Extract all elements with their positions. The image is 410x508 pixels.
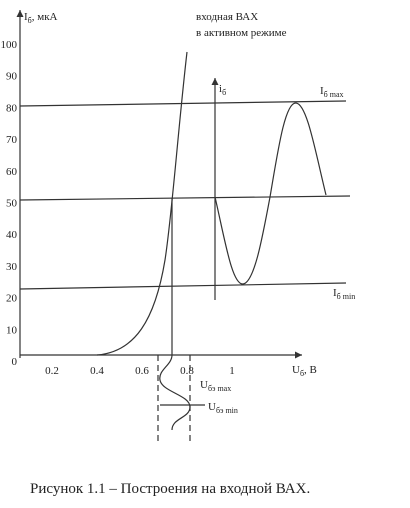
- x-tick-label: 1: [229, 365, 235, 377]
- y-tick-label: 80: [6, 102, 18, 114]
- y-tick-label: 0: [12, 356, 18, 368]
- level-min: [19, 282, 347, 290]
- x-tick-label: 0.8: [180, 365, 194, 377]
- x-tick-label: 0.2: [45, 365, 59, 377]
- y-tick-label: 50: [6, 198, 18, 210]
- voltage-wave: [159, 354, 191, 431]
- level-min-label: Iб min: [333, 287, 355, 301]
- caption: Рисунок 1.1 – Построения на входной ВАХ.: [30, 481, 310, 497]
- y-tick-label: 90: [6, 71, 18, 83]
- x-tick-label: 0.4: [90, 365, 104, 377]
- y-tick-label: 100: [1, 39, 18, 51]
- vax-curve: [96, 51, 188, 356]
- y-axis-label: Iб, мкА: [24, 11, 58, 25]
- y-tick-label: 60: [6, 166, 18, 178]
- level-max-label: Iб max: [320, 85, 344, 99]
- level-mid: [19, 195, 351, 201]
- annotation-line2: в активном режиме: [196, 27, 287, 39]
- current-axis-label: iб: [219, 83, 226, 97]
- voltage-max-label: Uбэ max: [200, 379, 231, 393]
- voltage-min-label: Uбэ min: [208, 401, 238, 415]
- current-wave: [214, 102, 327, 285]
- x-tick-label: 0.6: [135, 365, 149, 377]
- y-tick-label: 70: [6, 134, 18, 146]
- y-tick-label: 30: [6, 261, 18, 273]
- x-axis-label: Uб, В: [292, 364, 317, 378]
- annotation-line1: входная ВАХ: [196, 11, 258, 23]
- level-max: [19, 100, 347, 107]
- y-tick-label: 20: [6, 293, 18, 305]
- y-tick-label: 10: [6, 324, 18, 336]
- y-tick-label: 40: [6, 229, 18, 241]
